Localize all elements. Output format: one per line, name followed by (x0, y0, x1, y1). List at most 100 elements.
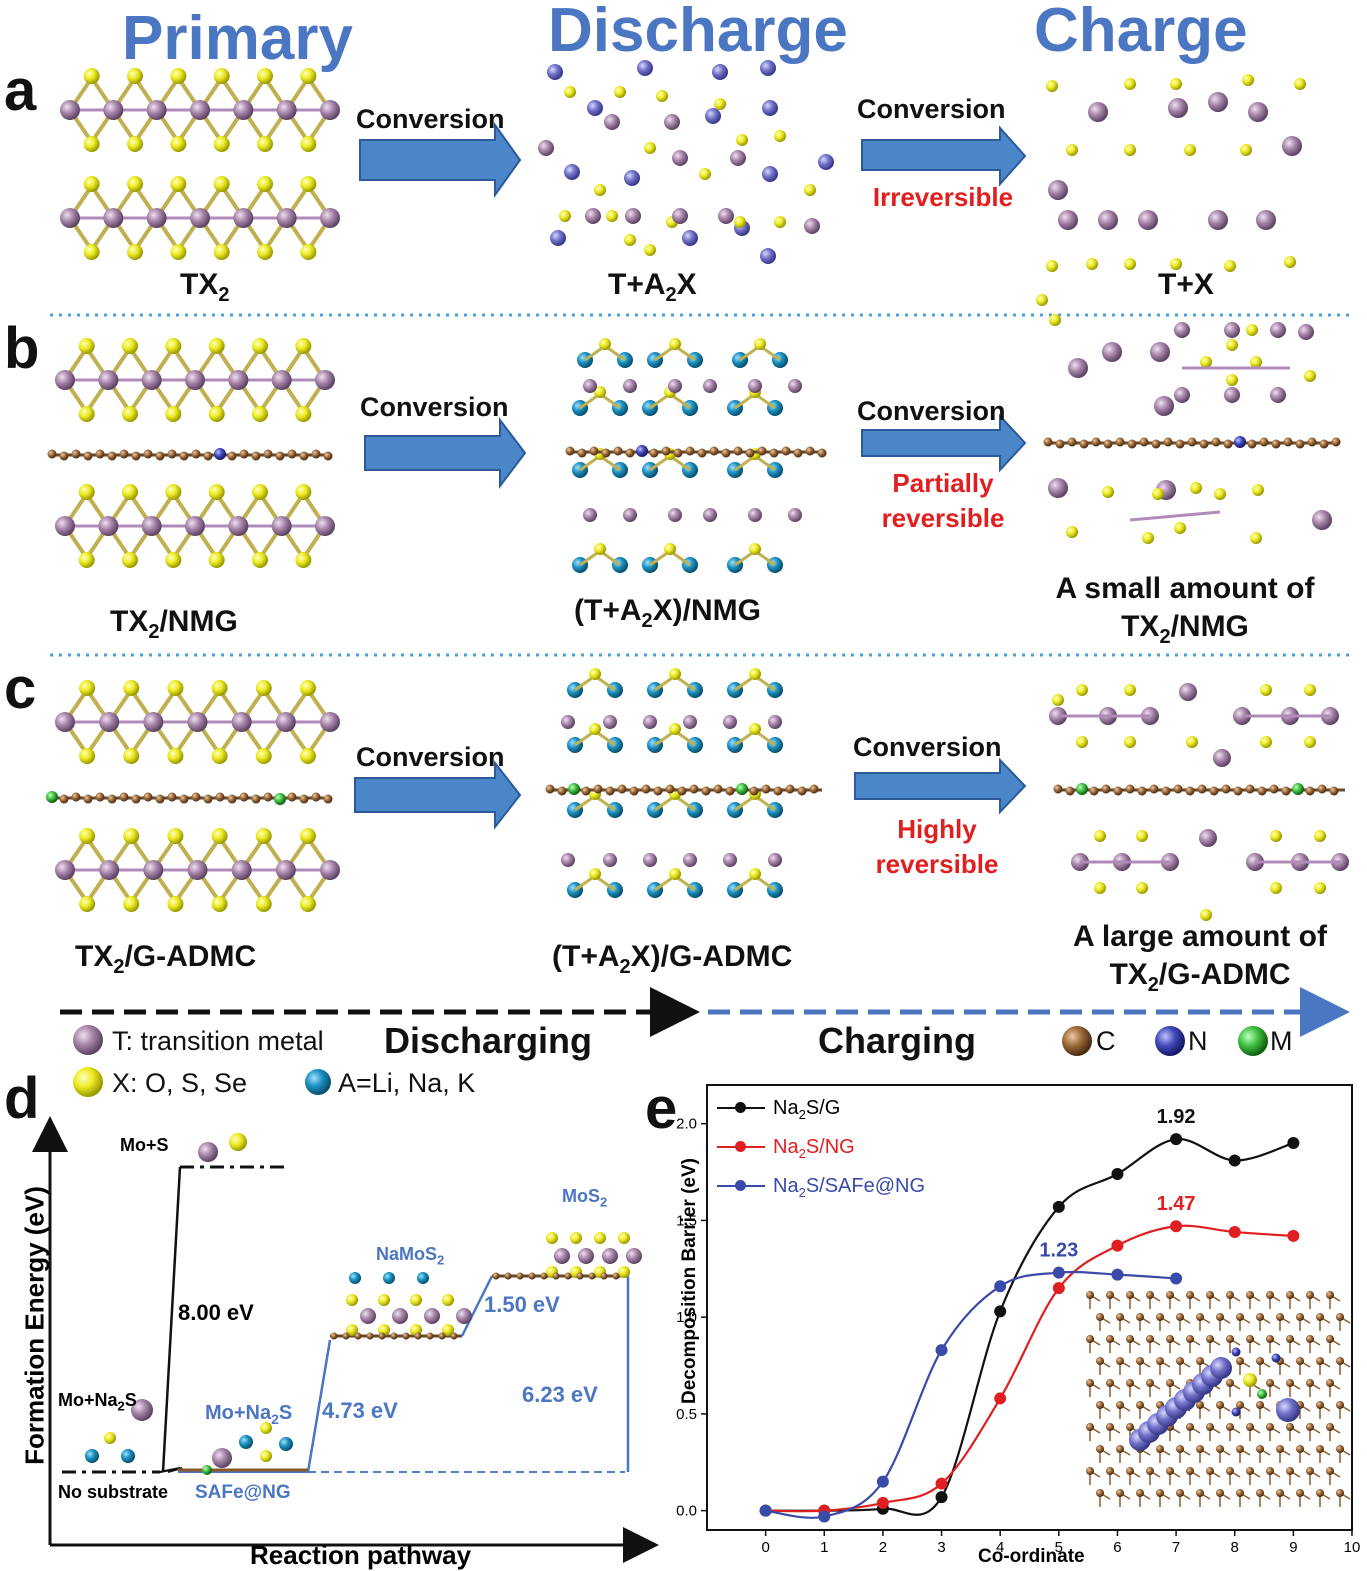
series-line-2 (765, 1270, 1177, 1519)
series-1-point-8 (1228, 1226, 1241, 1239)
legend-x-label: X: O, S, Se (112, 1068, 248, 1098)
d-label-mona2s-right: Mo+Na2S (205, 1402, 293, 1427)
caption-c-discharge: (T+A2X)/G-ADMC (552, 940, 793, 978)
d-label-namos2: NaMoS2 (376, 1244, 445, 1268)
series-0-point-4 (994, 1305, 1007, 1318)
panel-e-chart: 0 1 2 3 4 5 6 7 8 9 10 0.0 0.5 1.0 1.5 2.0 1.92 1.47 1.23 (676, 1084, 1361, 1556)
chart-inset-graphene (1086, 1291, 1351, 1507)
conversion-label-b2: Conversion (857, 396, 1006, 426)
panel-letter-c: c (4, 656, 37, 721)
y-tick-label: 0.0 (676, 1503, 697, 1520)
x-tick-label: 7 (1172, 1539, 1180, 1556)
caption-b-charge: A small amount of TX2/NMG (1055, 572, 1315, 648)
d-energy-473: 4.73 eV (322, 1398, 398, 1423)
x-tick-label: 6 (1113, 1539, 1121, 1556)
series-2-point-2 (876, 1475, 889, 1488)
legend-t-atom (73, 1025, 103, 1055)
arrow-a1 (359, 121, 522, 199)
e-legend-item-safe: Na2S/SAFe@NG (715, 1170, 925, 1209)
arrow-b2 (861, 413, 1027, 473)
panel-letter-e: e (645, 1076, 678, 1141)
x-tick-label: 0 (761, 1539, 769, 1556)
series-0-point-9 (1287, 1137, 1300, 1150)
d-label-mona2s-left: Mo+Na2S (58, 1390, 137, 1414)
series-2-point-0 (759, 1504, 772, 1517)
caption-a-primary: TX2 (180, 268, 230, 306)
y-tick-label: 1.5 (676, 1212, 697, 1229)
series-0-point-3 (935, 1491, 948, 1504)
series-2-point-3 (935, 1344, 948, 1357)
panel-letter-a: a (4, 58, 37, 123)
series-1-point-9 (1287, 1229, 1300, 1242)
e-ylabel: Decomposition Barrier (eV) (679, 1158, 700, 1404)
series-1-point-4 (994, 1392, 1007, 1405)
x-tick-label: 1 (820, 1539, 828, 1556)
series-1-point-6 (1111, 1239, 1124, 1252)
arrow-a2 (861, 125, 1027, 187)
d-energy-623: 6.23 eV (522, 1382, 598, 1407)
discharging-label: Discharging (384, 1020, 593, 1061)
reversibility-a: Irreversible (872, 182, 1014, 212)
annotation-1: 1.47 (1157, 1193, 1196, 1215)
series-1-point-5 (1052, 1282, 1065, 1295)
x-tick-label: 8 (1231, 1539, 1239, 1556)
x-tick-label: 5 (1055, 1539, 1063, 1556)
conversion-label-a1: Conversion (356, 104, 505, 134)
series-line-0 (765, 1138, 1294, 1516)
arrow-b1 (364, 417, 527, 489)
caption-b-primary: TX2/NMG (110, 605, 238, 643)
conversion-label-c2: Conversion (853, 732, 1002, 762)
series-1-point-2 (876, 1496, 889, 1509)
y-tick-label: 0.5 (676, 1406, 697, 1423)
panel-letter-b: b (4, 316, 40, 381)
caption-a-discharge: T+A2X (608, 268, 697, 306)
x-tick-label: 4 (996, 1539, 1004, 1556)
series-0-point-7 (1170, 1133, 1183, 1146)
annotation-2: 1.23 (1039, 1240, 1078, 1262)
legend-c-atom (1062, 1026, 1092, 1056)
legend-a-atom (305, 1069, 331, 1095)
d-label-mos-top: Mo+S (120, 1135, 169, 1155)
header-discharge: Discharge (548, 0, 848, 65)
x-tick-label: 10 (1344, 1539, 1361, 1556)
e-legend-item-ng: Na2S/NG (715, 1131, 925, 1170)
series-2-point-5 (1052, 1266, 1065, 1279)
arrow-c1 (354, 760, 522, 830)
d-xlabel: Reaction pathway (250, 1540, 472, 1570)
reversibility-b: Partially reversible (881, 468, 1005, 534)
caption-b-discharge: (T+A2X)/NMG (574, 594, 761, 632)
series-0-point-8 (1228, 1154, 1241, 1167)
atomic-structures (46, 60, 1349, 921)
panel-d-atoms (85, 1133, 642, 1475)
series-0-point-6 (1111, 1168, 1124, 1180)
header-primary: Primary (122, 4, 353, 73)
series-1-point-7 (1170, 1220, 1183, 1233)
legend-c-label: C (1096, 1026, 1116, 1056)
series-line-1 (765, 1224, 1294, 1513)
series-2-point-4 (994, 1280, 1007, 1293)
legend-t-label: T: transition metal (112, 1026, 324, 1056)
x-tick-label: 2 (879, 1539, 887, 1556)
chart-frame (706, 1084, 1353, 1531)
e-xlabel: Co-ordinate (978, 1546, 1085, 1567)
reversibility-c: Highly reversible (875, 814, 999, 880)
series-2-point-1 (818, 1510, 831, 1523)
legend-x-atom (73, 1067, 103, 1097)
caption-c-primary: TX2/G-ADMC (75, 940, 257, 978)
y-tick-label: 1.0 (676, 1309, 697, 1326)
legend-n-label: N (1188, 1026, 1208, 1056)
charging-label: Charging (818, 1020, 976, 1061)
caption-c-charge: A large amount of TX2/G-ADMC (1073, 920, 1327, 996)
x-tick-label: 3 (937, 1539, 945, 1556)
legend-m-label: M (1270, 1026, 1293, 1056)
conversion-label-a2: Conversion (857, 94, 1006, 124)
e-legend: Na2S/G Na2S/NG Na2S/SAFe@NG (715, 1092, 925, 1209)
x-tick-label: 9 (1289, 1539, 1297, 1556)
e-legend-item-g: Na2S/G (715, 1092, 925, 1131)
d-label-nosub: No substrate (58, 1482, 169, 1502)
d-label-mos2: MoS2 (562, 1186, 608, 1210)
d-energy-150: 1.50 eV (484, 1292, 560, 1317)
annotation-0: 1.92 (1157, 1106, 1196, 1128)
legend-m-atom (1238, 1026, 1268, 1056)
header-charge: Charge (1034, 0, 1248, 65)
